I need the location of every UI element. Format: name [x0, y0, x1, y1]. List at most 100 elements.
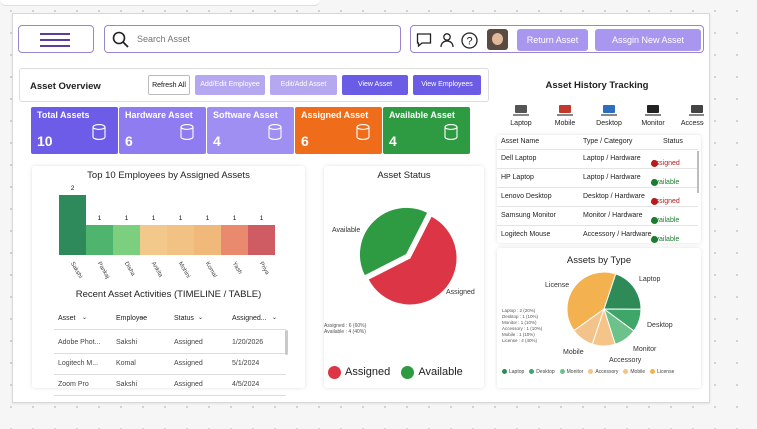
search-box[interactable]: [104, 25, 401, 53]
chevron-down-icon[interactable]: ⌄: [140, 315, 146, 321]
assets-by-type-title: Assets by Type: [566, 255, 632, 266]
table-cell: Assigned: [174, 339, 203, 346]
bar-category-label: Ankita: [150, 261, 164, 279]
add-edit-employee-button[interactable]: Add/Edit Employee: [195, 75, 265, 95]
view-asset-button[interactable]: View Asset: [342, 75, 408, 95]
history-asset-name: Dell Laptop: [501, 155, 537, 162]
pie-slice[interactable]: [566, 271, 617, 332]
category-item[interactable]: Accessory: [675, 104, 704, 132]
status-note-assigned: Assigned : 6 (60%): [324, 323, 367, 329]
refresh-all-button[interactable]: Refresh All: [148, 75, 190, 95]
bar[interactable]: [167, 225, 194, 255]
bar[interactable]: [59, 195, 86, 255]
legend-item: License: [650, 368, 674, 377]
bar[interactable]: [221, 225, 248, 255]
table-row[interactable]: Zoom Pro Sakshi Assigned 4/5/2024: [54, 376, 286, 396]
activities-scrollbar[interactable]: [285, 330, 288, 355]
history-row[interactable]: Dell Laptop Laptop / Hardware Assigned: [497, 149, 698, 168]
history-header: Asset Name Type / Category Status: [497, 135, 701, 148]
legend-item: Desktop: [529, 368, 555, 377]
bar[interactable]: [194, 225, 221, 255]
kpi-card[interactable]: Available Asset 4: [383, 107, 470, 154]
table-cell: Assigned: [174, 360, 203, 367]
type-note: Accessory : 1 (10%): [502, 326, 543, 331]
svg-text:?: ?: [466, 36, 472, 48]
category-strip: Laptop Mobile Desktop Monitor Accessory: [499, 104, 704, 132]
kpi-value: 6: [125, 133, 133, 149]
activities-header: Asset ⌄ Employee ⌄ Status ⌄ Assigned... ⌄: [54, 308, 286, 330]
top-employees-title: Top 10 Employees by Assigned Assets: [87, 170, 250, 181]
kpi-value: 4: [213, 133, 221, 149]
activities-header-cell[interactable]: Assigned...: [232, 315, 267, 322]
pie-label-assigned: Assigned: [446, 289, 475, 296]
table-cell: 4/5/2024: [232, 381, 260, 388]
pie-label: Monitor: [633, 346, 657, 353]
return-asset-button[interactable]: Return Asset: [517, 29, 588, 51]
bar[interactable]: [248, 225, 275, 255]
category-label: Accessory: [680, 120, 704, 127]
user-icon[interactable]: [439, 32, 455, 48]
history-scrollbar[interactable]: [697, 151, 699, 193]
database-icon: [268, 124, 282, 140]
type-note: Laptop : 2 (20%): [502, 308, 536, 313]
activities-header-cell[interactable]: Employee: [116, 315, 148, 322]
table-cell: 1/20/2026: [232, 339, 264, 346]
avatar[interactable]: [487, 29, 508, 50]
table-row[interactable]: Adobe Phot... Sakshi Assigned 1/20/2026: [54, 334, 286, 354]
pie-slice[interactable]: [358, 206, 429, 277]
kpi-value: 6: [301, 133, 309, 149]
pie-slice[interactable]: [367, 215, 458, 306]
assign-new-asset-button[interactable]: Assgin New Asset: [595, 29, 701, 51]
history-asset-name: HP Laptop: [501, 174, 534, 181]
kpi-card[interactable]: Hardware Asset 6: [119, 107, 206, 154]
kpi-label: Hardware Asset: [125, 110, 193, 120]
chevron-down-icon[interactable]: ⌄: [272, 315, 278, 321]
bar[interactable]: [140, 225, 167, 255]
search-input[interactable]: [137, 32, 387, 46]
category-item[interactable]: Desktop: [587, 104, 631, 132]
kpi-card[interactable]: Assigned Asset 6: [295, 107, 382, 154]
category-item[interactable]: Laptop: [499, 104, 543, 132]
activities-header-cell[interactable]: Status: [174, 315, 194, 322]
chevron-down-icon[interactable]: ⌄: [198, 315, 204, 321]
history-row[interactable]: HP Laptop Laptop / Hardware Available: [497, 168, 698, 187]
category-item[interactable]: Monitor: [631, 104, 675, 132]
chevron-down-icon[interactable]: ⌄: [82, 315, 88, 321]
table-cell: Adobe Phot...: [58, 339, 101, 346]
category-label: Laptop: [510, 120, 532, 127]
view-employees-button[interactable]: View Employees: [413, 75, 481, 95]
asset-status-title: Asset Status: [377, 170, 431, 181]
bar-value-label: 2: [71, 185, 75, 192]
bar-value-label: 1: [152, 215, 156, 222]
bar[interactable]: [113, 225, 140, 255]
history-row[interactable]: Samsung Monitor Monitor / Hardware Availab…: [497, 206, 698, 225]
legend-item: Laptop: [502, 368, 524, 377]
bar-value-label: 1: [179, 215, 183, 222]
category-item[interactable]: Mobile: [543, 104, 587, 132]
top-strip: [0, 0, 320, 6]
help-icon[interactable]: ?: [461, 32, 478, 49]
edit-add-asset-button[interactable]: Edit/Add Asset: [270, 75, 337, 95]
type-note: Desktop : 1 (10%): [502, 314, 539, 319]
table-row[interactable]: Logitech M... Komal Assigned 5/1/2024: [54, 355, 286, 375]
menu-button[interactable]: [18, 25, 94, 53]
bar-category-label: Sakshi: [69, 261, 83, 280]
pie-label: Desktop: [647, 322, 673, 329]
kpi-card[interactable]: Total Assets 10: [31, 107, 118, 154]
history-asset-type: Desktop / Hardware: [583, 193, 645, 200]
database-icon: [444, 124, 458, 140]
history-header-type: Type / Category: [583, 138, 633, 145]
monitor-icon: [645, 105, 661, 116]
chat-icon[interactable]: [416, 32, 432, 48]
assets-by-type-chart: Laptop Desktop Monitor Accessory Mobile Licen…: [545, 271, 673, 364]
kpi-card[interactable]: Software Asset 4: [207, 107, 294, 154]
legend-assigned: Assigned: [328, 366, 390, 379]
pie-label-available: Available: [332, 227, 360, 234]
database-icon: [180, 124, 194, 140]
status-note-available: Available : 4 (40%): [324, 329, 366, 335]
history-row[interactable]: Logitech Mouse Accessory / Hardware Availa…: [497, 225, 698, 243]
history-row[interactable]: Lenovo Desktop Desktop / Hardware Assigned: [497, 187, 698, 206]
header-actions: ? Return Asset Assgin New Asset: [410, 25, 704, 53]
activities-header-cell[interactable]: Asset: [58, 315, 76, 322]
bar[interactable]: [86, 225, 113, 255]
